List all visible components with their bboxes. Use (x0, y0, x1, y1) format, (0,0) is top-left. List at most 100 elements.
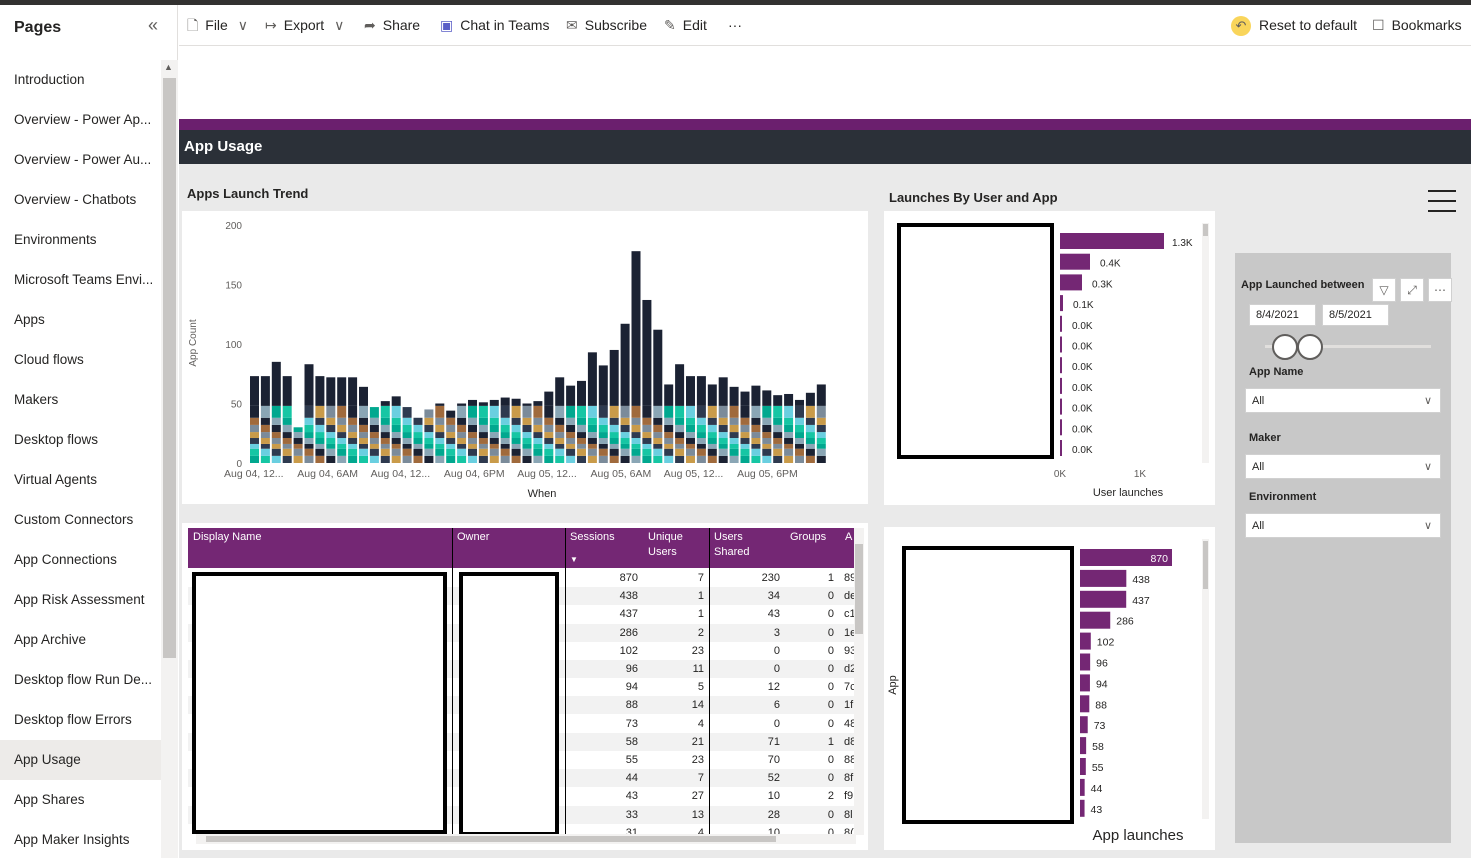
bar-segment (555, 448, 565, 456)
table-row[interactable]: 73 4 0 0 48 (188, 715, 854, 733)
sidebar-item[interactable]: App Shares (14, 792, 85, 807)
table-cell-shared: 34 (767, 590, 780, 603)
bar-segment (293, 455, 303, 463)
bookmarks-button[interactable]: ☐ Bookmarks (1372, 5, 1462, 46)
bar-segment (489, 448, 499, 456)
date-from-input[interactable]: 8/4/2021 (1249, 304, 1316, 326)
sidebar-item[interactable]: App Connections (14, 552, 117, 567)
scrollbar-thumb[interactable] (163, 78, 176, 658)
range-end-handle[interactable] (1297, 334, 1323, 360)
sidebar-item[interactable]: Cloud flows (14, 352, 84, 367)
table-vertical-scrollbar[interactable] (854, 528, 864, 835)
bar-segment (457, 417, 467, 425)
sidebar-item[interactable]: Microsoft Teams Envi... (14, 272, 154, 287)
table-horizontal-scrollbar[interactable] (196, 834, 856, 844)
scrollbar-thumb[interactable] (206, 836, 776, 842)
table-row[interactable]: 43 27 10 2 f9 (188, 787, 854, 805)
filter-icon[interactable]: ▽ (1372, 278, 1396, 302)
sidebar-item[interactable]: App Maker Insights (14, 832, 130, 847)
environment-dropdown[interactable]: All ∨ (1245, 513, 1441, 538)
sidebar-item[interactable]: Desktop flow Run De... (14, 672, 153, 687)
bar-segment (642, 443, 652, 449)
reset-to-default-button[interactable]: ↶ Reset to default (1231, 5, 1357, 46)
range-start-handle[interactable] (1272, 334, 1298, 360)
col-unique-users[interactable]: Unique Users (648, 531, 683, 558)
col-users-shared[interactable]: Users Shared (714, 531, 750, 558)
more-options-button[interactable]: ··· (728, 17, 742, 33)
app-name-dropdown[interactable]: All ∨ (1245, 388, 1441, 413)
bar-segment (271, 417, 281, 425)
col-display-name[interactable]: Display Name (193, 531, 262, 543)
sidebar-item[interactable]: Overview - Power Au... (14, 152, 152, 167)
sidebar-item[interactable]: App Usage (0, 740, 161, 780)
scroll-up-icon[interactable]: ▲ (164, 62, 173, 72)
chevron-down-icon: ∨ (237, 17, 248, 33)
bar-segment (795, 424, 804, 433)
focus-mode-icon[interactable]: ⤢ (1400, 278, 1424, 302)
table-row[interactable]: 870 7 230 1 89 (188, 569, 854, 587)
bar-segment (566, 455, 576, 463)
redacted-display-names (192, 572, 447, 834)
collapse-pane-icon[interactable]: « (148, 15, 159, 35)
file-menu[interactable]: 🗋 File ∨ (187, 5, 255, 46)
date-to-input[interactable]: 8/5/2021 (1322, 304, 1389, 326)
bar-segment (566, 438, 576, 444)
table-row[interactable]: 437 1 43 0 c1 (188, 605, 854, 623)
sidebar-item[interactable]: Environments (14, 232, 97, 247)
subscribe-button[interactable]: ✉ Subscribe (566, 5, 647, 46)
share-button[interactable]: ➦ Share (364, 5, 420, 46)
col-groups[interactable]: Groups (790, 531, 827, 543)
trend-chart-card[interactable]: 200 150 100 50 0 App Count When Aug 04, 12... Au… (182, 211, 868, 504)
maker-dropdown[interactable]: All ∨ (1245, 454, 1441, 479)
bar-segment (707, 448, 717, 456)
table-row[interactable]: 94 5 12 0 7c (188, 678, 854, 696)
scrollbar-thumb[interactable] (855, 544, 863, 634)
col-sessions[interactable]: Sessions (570, 531, 615, 543)
bar-segment (587, 438, 597, 444)
x-tick-label: Aug 05, 12... (664, 468, 724, 480)
bar-segment (468, 438, 477, 444)
export-menu[interactable]: ↦ Export ∨ (265, 5, 351, 46)
bar (1080, 758, 1086, 775)
bar-segment (718, 432, 728, 439)
bar-segment (751, 438, 761, 444)
mail-icon: ✉ (566, 17, 578, 33)
chat-in-teams-button[interactable]: ▣ Chat in Teams (440, 5, 549, 46)
sidebar-item[interactable]: App Archive (14, 632, 87, 647)
sidebar-item[interactable]: Desktop flow Errors (14, 712, 132, 727)
edit-button[interactable]: ✎ Edit (664, 5, 707, 46)
bar-segment (250, 417, 259, 425)
sidebar-item[interactable]: Custom Connectors (14, 512, 134, 527)
sidebar-scrollbar[interactable]: ▲ (161, 60, 178, 858)
sidebar-item[interactable]: Introduction (14, 72, 85, 87)
bar-segment (675, 364, 685, 406)
bar-segment (664, 417, 674, 425)
y-axis-title: App (887, 675, 899, 695)
bar-segment (260, 448, 270, 456)
data-label: 73 (1094, 720, 1106, 732)
sidebar-item[interactable]: Virtual Agents (14, 472, 98, 487)
bar-segment (609, 443, 619, 449)
sidebar-item[interactable]: Makers (14, 392, 59, 407)
sidebar-item[interactable]: Desktop flows (14, 432, 99, 447)
data-label: 0.3K (1092, 279, 1113, 290)
scrollbar-track (1202, 539, 1209, 819)
bar-segment (457, 424, 467, 433)
bar-segment (795, 405, 804, 418)
table-row[interactable]: 55 23 70 0 88 (188, 751, 854, 769)
more-options-icon[interactable]: ⋯ (1428, 278, 1452, 302)
sidebar-item[interactable]: Overview - Power Ap... (14, 112, 152, 127)
bar-segment (587, 424, 597, 433)
bar-segment (260, 376, 270, 406)
bar-segment (642, 448, 652, 456)
table-row[interactable]: 102 23 0 0 93 (188, 642, 854, 660)
sidebar-item[interactable]: App Risk Assessment (14, 592, 145, 607)
sidebar-item[interactable]: Apps (14, 312, 45, 327)
sidebar-item[interactable]: Overview - Chatbots (14, 192, 137, 207)
col-a[interactable]: A (845, 531, 853, 543)
menu-icon[interactable] (1428, 190, 1456, 216)
bar-segment (718, 448, 728, 456)
col-owner[interactable]: Owner (457, 531, 490, 543)
bar-segment (391, 448, 401, 456)
x-axis-title: User launches (1093, 487, 1164, 499)
